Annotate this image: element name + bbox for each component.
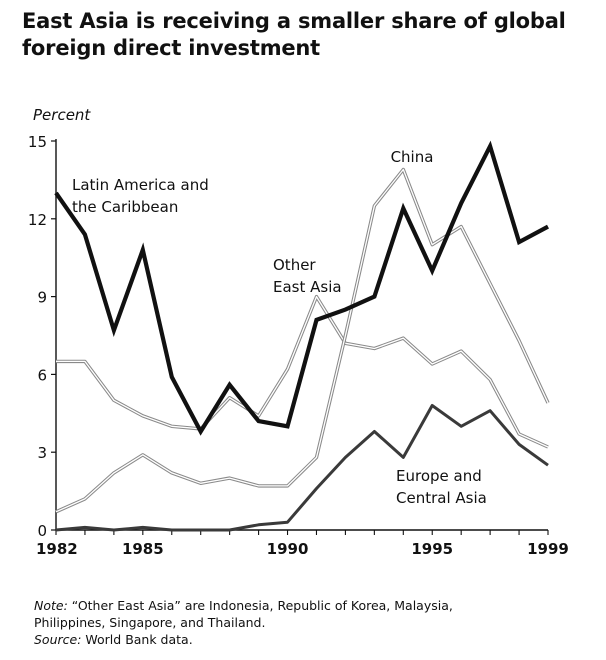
- y-tick-label: 0: [37, 522, 47, 540]
- note-prefix: Note:: [34, 598, 68, 613]
- note-text-1: “Other East Asia” are Indonesia, Republi…: [67, 598, 453, 613]
- source-prefix: Source:: [34, 632, 82, 647]
- series-line: [55, 404, 549, 532]
- series-label: Central Asia: [396, 489, 487, 507]
- y-tick-label: 3: [37, 444, 47, 462]
- y-tick-label: 12: [28, 211, 47, 229]
- x-tick-label: 1985: [122, 540, 164, 558]
- series-other-east-asia: [56, 294, 549, 449]
- chart-title-line-1: East Asia is receiving a smaller share o…: [22, 9, 566, 33]
- series-layer: [54, 140, 550, 532]
- y-tick-label: 15: [28, 133, 47, 151]
- x-tick-label: 1995: [411, 540, 453, 558]
- series-china: [55, 167, 550, 514]
- x-tick-label: 1990: [267, 540, 309, 558]
- y-axis-label: Percent: [33, 106, 91, 124]
- series-line-inner: [55, 168, 549, 513]
- source-line: Source: World Bank data.: [34, 631, 453, 648]
- series-label: China: [391, 148, 434, 166]
- series-line-inner: [56, 295, 549, 448]
- note-line-2: Philippines, Singapore, and Thailand.: [34, 615, 266, 630]
- series-labels: Latin America and the Caribbean China Other…: [72, 148, 487, 507]
- note-line-1: Note: “Other East Asia” are Indonesia, R…: [34, 597, 453, 614]
- series-label: the Caribbean: [72, 198, 178, 216]
- y-tick-label: 6: [37, 366, 47, 384]
- source-text: World Bank data.: [81, 632, 193, 647]
- series-latin-america-and-the-caribbean: [54, 140, 549, 436]
- chart-title-line-2: foreign direct investment: [22, 36, 321, 60]
- series-line-outline: [55, 167, 550, 514]
- series-label: Latin America and: [72, 176, 209, 194]
- x-tick-label: 1982: [36, 540, 78, 558]
- series-label: Other: [273, 256, 316, 274]
- series-label: East Asia: [273, 278, 342, 296]
- chart-note: Note: “Other East Asia” are Indonesia, R…: [34, 597, 453, 648]
- y-tick-label: 9: [37, 289, 47, 307]
- x-tick-label: 1999: [527, 540, 569, 558]
- series-europe-and-central-asia: [55, 404, 549, 532]
- line-chart: Percent 0 3 6 9 12 15 1982 1985 1990 1995 1999 Lat…: [28, 106, 569, 558]
- series-line: [54, 140, 549, 436]
- series-label: Europe and: [396, 467, 482, 485]
- chart-title: East Asia is receiving a smaller share o…: [22, 8, 592, 62]
